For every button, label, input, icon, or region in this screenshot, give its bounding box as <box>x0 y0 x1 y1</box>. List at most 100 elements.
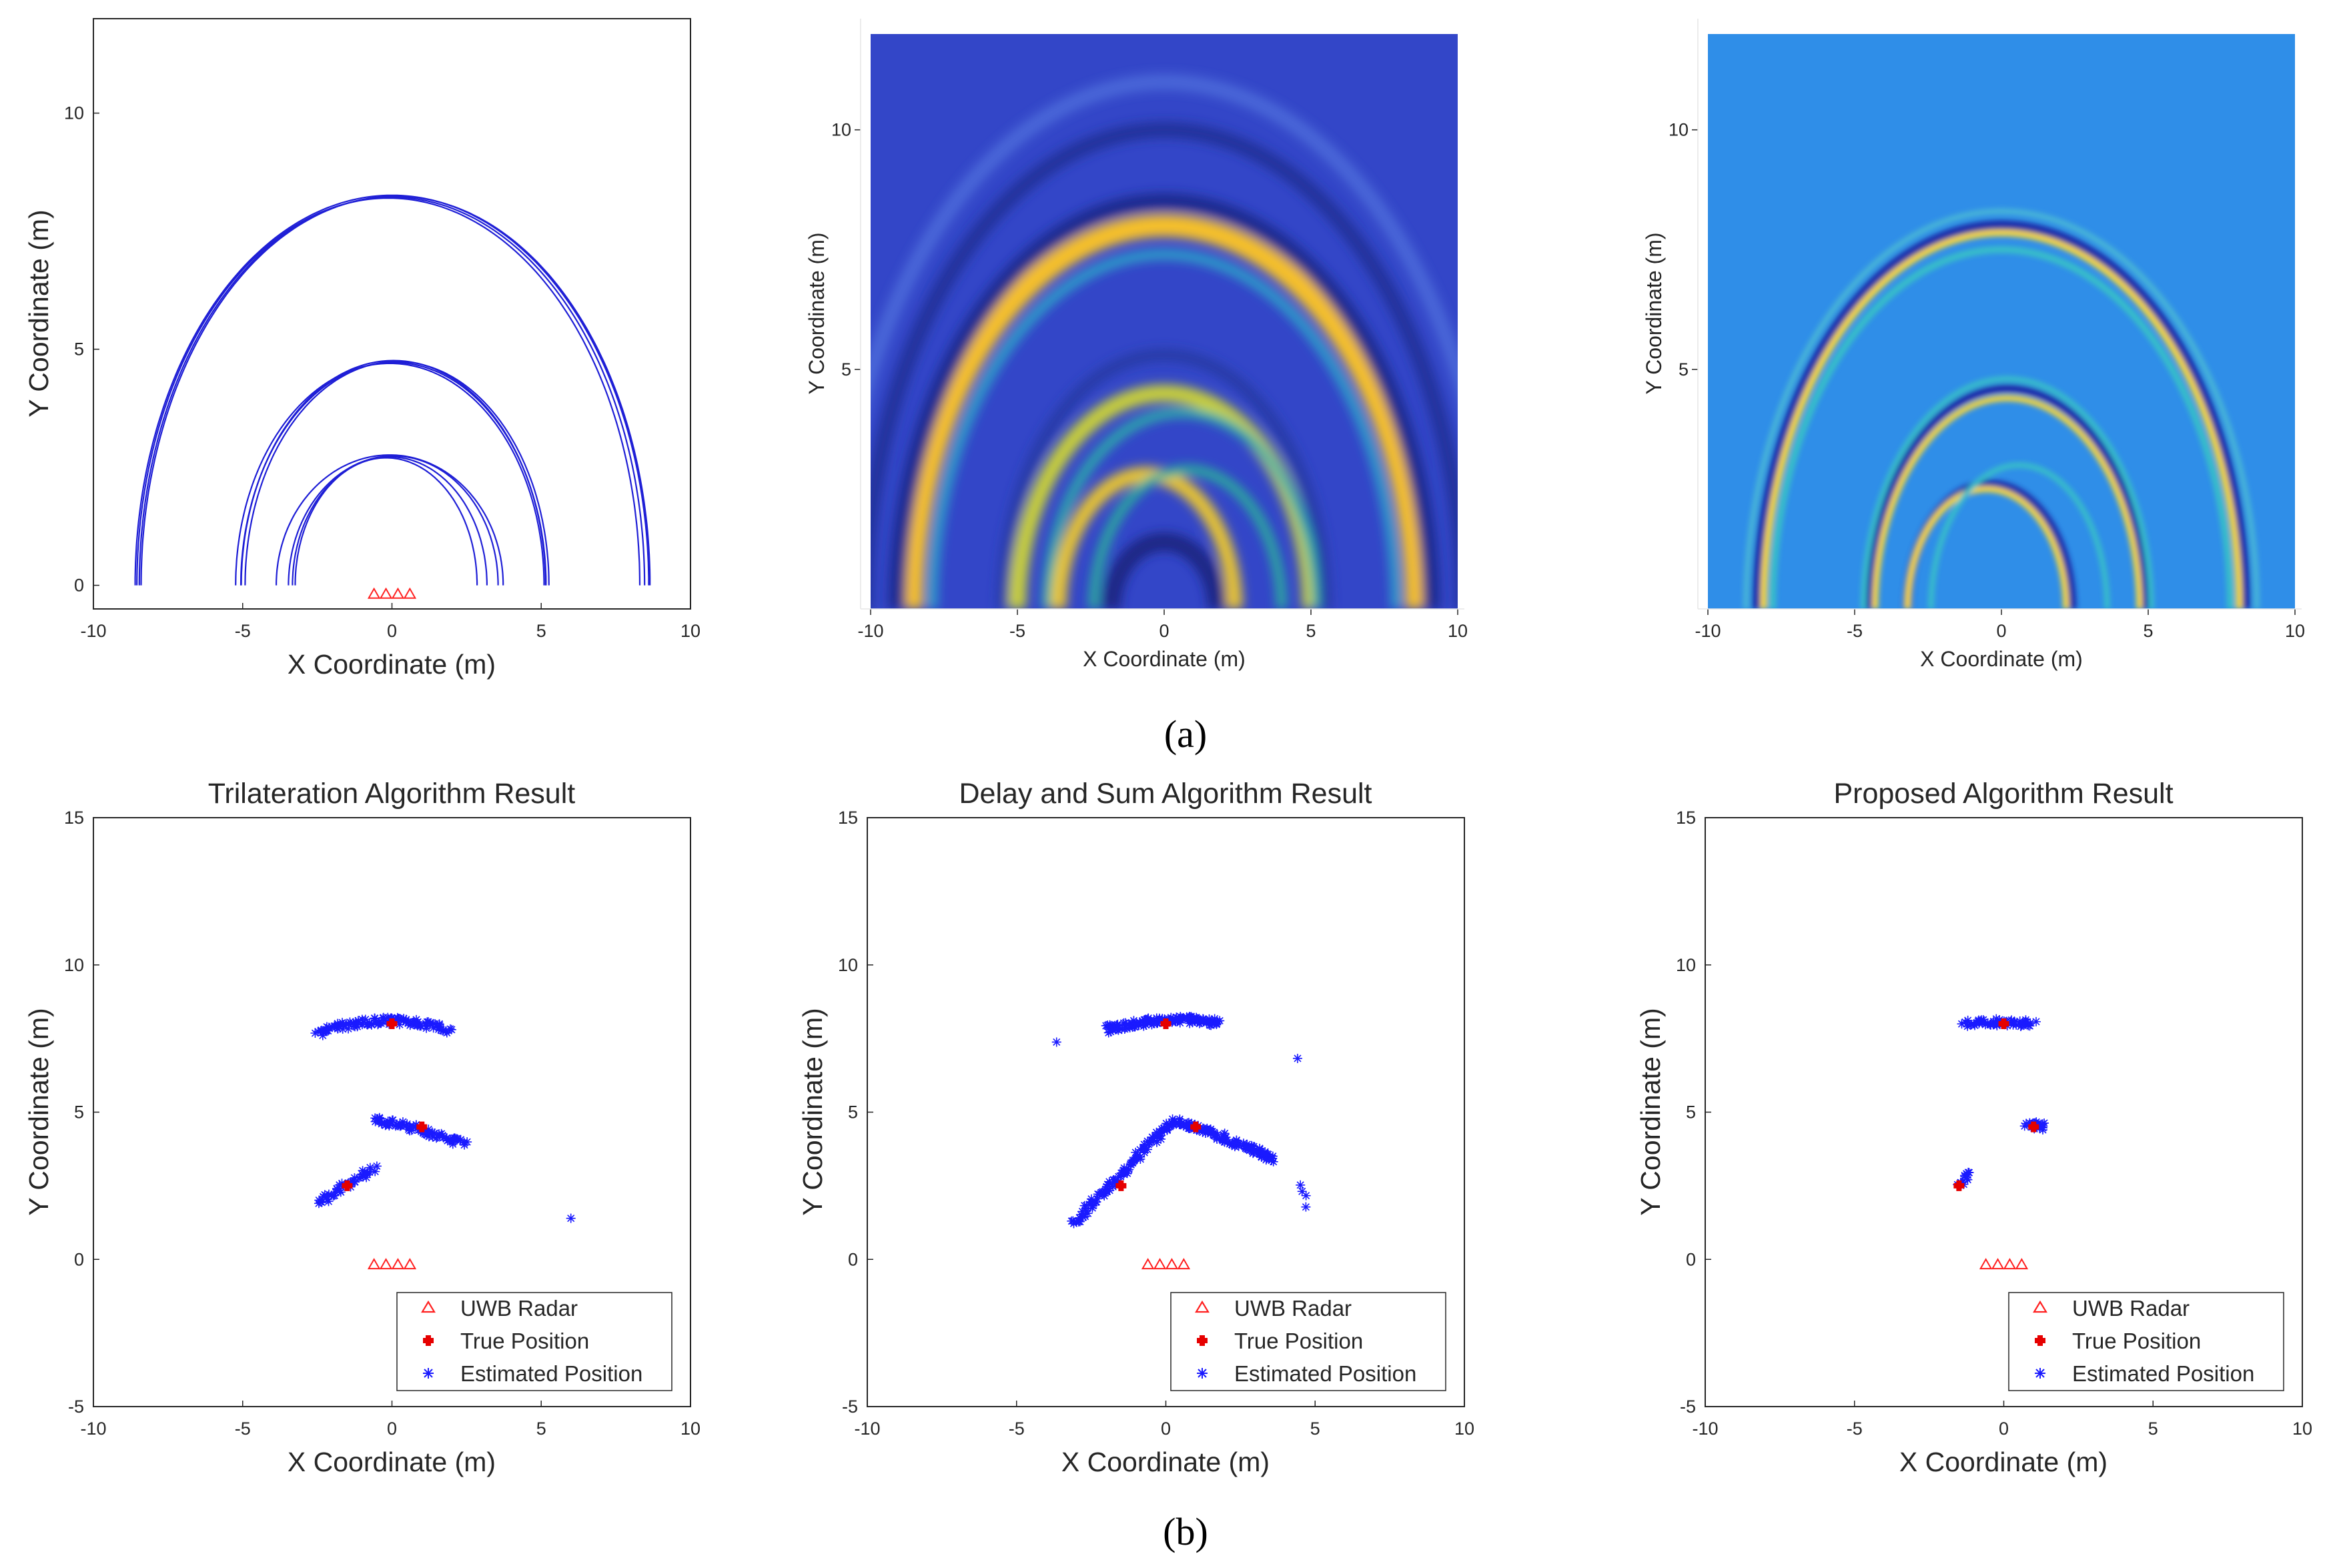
estimated-point <box>411 1120 421 1130</box>
intensity-band <box>1865 384 2150 609</box>
radar-marker <box>1979 1258 1993 1270</box>
estimated-point <box>1210 1130 1220 1140</box>
estimated-point <box>1301 1191 1311 1201</box>
plot-a2-ticks: -10 -5 0 5 10 5 10 <box>831 120 1468 641</box>
true-position-point <box>1998 1018 2009 1030</box>
estimated-point <box>1212 1134 1222 1144</box>
estimated-point <box>1196 1018 1206 1028</box>
estimated-point <box>425 1018 435 1028</box>
plot-b3-legend: UWB Radar True Position Estimated Positi… <box>2008 1292 2284 1391</box>
y-tick-label: 10 <box>831 120 851 140</box>
y-tick-label: 0 <box>74 1249 84 1269</box>
radar-marker-icon <box>421 1300 436 1313</box>
estimated-point <box>430 1128 440 1138</box>
estimated-point <box>330 1191 340 1201</box>
estimated-point <box>1149 1135 1159 1145</box>
estimated-point <box>1145 1017 1155 1027</box>
estimated-point <box>370 1166 380 1177</box>
estimated-point <box>1210 1014 1220 1024</box>
intensity-band <box>1928 462 2110 609</box>
intensity-band <box>1760 229 2243 609</box>
x-tick-label: 0 <box>387 1419 397 1439</box>
intensity-band <box>1904 486 2069 609</box>
legend-true-label: True Position <box>460 1329 589 1353</box>
radar-marker <box>1153 1258 1167 1270</box>
intensity-band <box>871 121 1458 609</box>
range-arc <box>292 456 488 586</box>
estimated-point <box>394 1014 404 1024</box>
estimated-point <box>317 1195 327 1205</box>
estimated-point <box>1199 1016 1209 1026</box>
estimated-point <box>1257 1152 1266 1162</box>
plot-b2-points <box>1051 1012 1311 1270</box>
estimated-point <box>1142 1144 1152 1154</box>
estimated-position-marker-icon <box>423 1368 434 1379</box>
x-tick-label: 5 <box>2143 621 2153 641</box>
x-tick-label: -5 <box>1009 621 1025 641</box>
y-tick-label: 15 <box>1676 808 1696 828</box>
estimated-point <box>332 1184 342 1194</box>
plot-b3-ylabel: Y Coordinate (m) <box>1635 1008 1666 1215</box>
radar-marker <box>1141 1258 1155 1270</box>
estimated-point <box>1970 1020 1980 1030</box>
estimated-point <box>1122 1168 1132 1179</box>
estimated-point <box>372 1016 382 1026</box>
y-tick-label: 0 <box>848 1249 858 1269</box>
plot-a2-heatmap: -10 -5 0 5 10 5 10 X Coordinate (m) Y Coordina… <box>805 19 1468 671</box>
estimated-point <box>1177 1013 1187 1023</box>
estimated-point <box>1991 1014 2001 1024</box>
radar-marker-icon <box>2033 1300 2047 1313</box>
x-tick-label: 10 <box>680 621 701 641</box>
y-tick-label: 5 <box>74 1102 84 1122</box>
plot-b1-legend: UWB Radar True Position Estimated Positi… <box>396 1292 672 1391</box>
x-tick-label: 10 <box>2292 1419 2312 1439</box>
estimated-point <box>1155 1130 1165 1140</box>
radar-marker <box>2015 1258 2029 1270</box>
y-tick-label: 10 <box>1676 955 1696 975</box>
estimated-point <box>1104 1181 1114 1191</box>
estimated-point <box>1208 1126 1218 1136</box>
plot-b1-xlabel: X Coordinate (m) <box>288 1447 496 1477</box>
estimated-point <box>1110 1174 1120 1185</box>
y-tick-label: 15 <box>64 808 84 828</box>
estimated-point <box>1222 1137 1232 1147</box>
plot-a2-xlabel: X Coordinate (m) <box>1083 647 1246 671</box>
estimated-point <box>352 1022 362 1032</box>
estimated-point <box>374 1112 384 1122</box>
estimated-point <box>1125 1023 1135 1033</box>
estimated-point <box>1080 1205 1090 1215</box>
estimated-point <box>1097 1187 1107 1197</box>
plot-a1-ylabel: Y Coordinate (m) <box>23 209 54 417</box>
true-position-point <box>386 1018 398 1030</box>
estimated-point <box>1143 1139 1153 1149</box>
plot-b3-title: Proposed Algorithm Result <box>1833 778 2173 810</box>
estimated-point <box>333 1020 343 1030</box>
range-arc <box>134 194 650 586</box>
range-arc <box>136 197 641 586</box>
plot-b2-ylabel: Y Coordinate (m) <box>797 1008 828 1215</box>
estimated-point <box>412 1018 422 1028</box>
estimated-point <box>398 1117 408 1127</box>
estimated-point <box>2031 1016 2041 1026</box>
estimated-point <box>362 1172 372 1183</box>
legend-radar-label: UWB Radar <box>2072 1296 2190 1321</box>
range-arc <box>276 454 504 586</box>
estimated-point <box>1083 1209 1093 1219</box>
legend-radar-label: UWB Radar <box>1234 1296 1352 1321</box>
estimated-point <box>1246 1144 1256 1154</box>
range-arc <box>288 455 499 586</box>
estimated-point <box>1297 1187 1307 1197</box>
range-arc <box>244 360 550 586</box>
estimated-point <box>1151 1137 1161 1147</box>
estimated-point <box>388 1115 398 1125</box>
legend-radar-label: UWB Radar <box>460 1296 578 1321</box>
y-tick-label: 10 <box>1669 120 1689 140</box>
legend-true-label: True Position <box>2072 1329 2201 1353</box>
radar-marker <box>379 1258 393 1270</box>
estimated-point <box>1963 1174 1973 1185</box>
estimated-point <box>336 1187 346 1197</box>
estimated-point <box>1268 1151 1278 1161</box>
estimated-point <box>1113 1177 1123 1187</box>
